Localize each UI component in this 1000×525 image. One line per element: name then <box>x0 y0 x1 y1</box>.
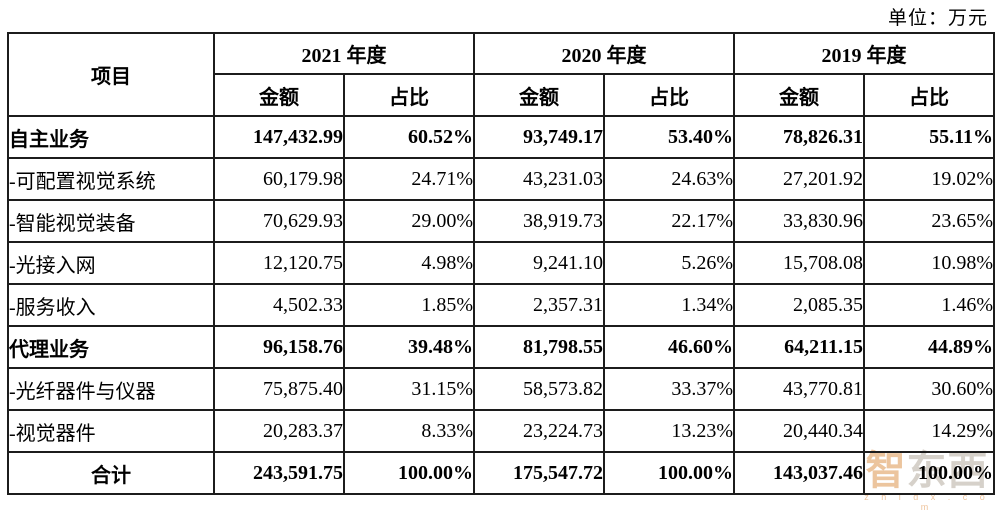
ratio-cell: 4.98% <box>343 241 475 285</box>
amount-cell: 75,875.40 <box>213 367 345 411</box>
ratio-cell: 53.40% <box>603 115 735 159</box>
amount-cell: 2,357.31 <box>473 283 605 327</box>
amount-cell: 38,919.73 <box>473 199 605 243</box>
subheader-amount-2019: 金额 <box>733 73 865 117</box>
ratio-cell: 10.98% <box>863 241 995 285</box>
table-row-smart-vision-equipment: -智能视觉装备 70,629.93 29.00% 38,919.73 22.17… <box>7 199 995 243</box>
amount-cell: 4,502.33 <box>213 283 345 327</box>
ratio-cell: 23.65% <box>863 199 995 243</box>
amount-cell: 20,283.37 <box>213 409 345 453</box>
ratio-cell: 5.26% <box>603 241 735 285</box>
column-header-year-2021: 2021 年度 <box>213 32 475 75</box>
amount-cell: 64,211.15 <box>733 325 865 369</box>
ratio-cell: 8.33% <box>343 409 475 453</box>
table-row-vision-components: -视觉器件 20,283.37 8.33% 23,224.73 13.23% 2… <box>7 409 995 453</box>
table-row-service-revenue: -服务收入 4,502.33 1.85% 2,357.31 1.34% 2,08… <box>7 283 995 327</box>
header-row-subcolumns: 金额 占比 金额 占比 金额 占比 <box>8 73 995 117</box>
amount-cell: 175,547.72 <box>473 451 605 495</box>
subheader-ratio-2020: 占比 <box>603 73 735 117</box>
table-row-configurable-vision-system: -可配置视觉系统 60,179.98 24.71% 43,231.03 24.6… <box>7 157 995 201</box>
amount-cell: 43,770.81 <box>733 367 865 411</box>
amount-cell: 243,591.75 <box>213 451 345 495</box>
header-row-years: 项目 2021 年度 2020 年度 2019 年度 <box>7 32 995 117</box>
watermark-subtext: z h i d x . c o m <box>864 492 990 512</box>
ratio-cell: 22.17% <box>603 199 735 243</box>
ratio-cell: 1.85% <box>343 283 475 327</box>
ratio-cell: 24.63% <box>603 157 735 201</box>
table-row-optical-access-network: -光接入网 12,120.75 4.98% 9,241.10 5.26% 15,… <box>7 241 995 285</box>
ratio-cell: 60.52% <box>343 115 475 159</box>
row-label: -视觉器件 <box>7 409 215 453</box>
amount-cell: 9,241.10 <box>473 241 605 285</box>
column-header-year-2019: 2019 年度 <box>733 32 995 75</box>
ratio-cell: 1.46% <box>863 283 995 327</box>
unit-label: 单位：万元 <box>887 8 988 29</box>
amount-cell: 33,830.96 <box>733 199 865 243</box>
ratio-cell: 13.23% <box>603 409 735 453</box>
ratio-cell: 55.11% <box>863 115 995 159</box>
row-label: -光纤器件与仪器 <box>7 367 215 411</box>
ratio-cell: 31.15% <box>343 367 475 411</box>
table-row-agency-business: 代理业务 96,158.76 39.48% 81,798.55 46.60% 6… <box>7 325 995 369</box>
amount-cell: 20,440.34 <box>733 409 865 453</box>
amount-cell: 43,231.03 <box>473 157 605 201</box>
amount-cell: 12,120.75 <box>213 241 345 285</box>
amount-cell: 78,826.31 <box>733 115 865 159</box>
amount-cell: 143,037.46 <box>733 451 865 495</box>
ratio-cell: 29.00% <box>343 199 475 243</box>
amount-cell: 23,224.73 <box>473 409 605 453</box>
amount-cell: 96,158.76 <box>213 325 345 369</box>
column-header-item: 项目 <box>7 32 215 117</box>
amount-cell: 2,085.35 <box>733 283 865 327</box>
table-row-fiber-devices-instruments: -光纤器件与仪器 75,875.40 31.15% 58,573.82 33.3… <box>7 367 995 411</box>
subheader-amount-2020: 金额 <box>473 73 605 117</box>
subheader-ratio-2019: 占比 <box>863 73 995 117</box>
amount-cell: 70,629.93 <box>213 199 345 243</box>
ratio-cell: 46.60% <box>603 325 735 369</box>
subheader-ratio-2021: 占比 <box>343 73 475 117</box>
row-label: 代理业务 <box>7 325 215 369</box>
row-label: -服务收入 <box>7 283 215 327</box>
revenue-breakdown-table: 项目 2021 年度 2020 年度 2019 年度 金额 占比 金额 占比 金… <box>7 32 995 495</box>
row-label: -智能视觉装备 <box>7 199 215 243</box>
ratio-cell: 100.00% <box>863 451 995 495</box>
ratio-cell: 19.02% <box>863 157 995 201</box>
ratio-cell: 39.48% <box>343 325 475 369</box>
amount-cell: 60,179.98 <box>213 157 345 201</box>
amount-cell: 58,573.82 <box>473 367 605 411</box>
ratio-cell: 100.00% <box>603 451 735 495</box>
ratio-cell: 14.29% <box>863 409 995 453</box>
row-label: 自主业务 <box>7 115 215 159</box>
subheader-amount-2021: 金额 <box>213 73 345 117</box>
ratio-cell: 33.37% <box>603 367 735 411</box>
amount-cell: 27,201.92 <box>733 157 865 201</box>
amount-cell: 147,432.99 <box>213 115 345 159</box>
column-header-year-2020: 2020 年度 <box>473 32 735 75</box>
table-row-total: 合计 243,591.75 100.00% 175,547.72 100.00%… <box>7 451 995 495</box>
amount-cell: 93,749.17 <box>473 115 605 159</box>
amount-cell: 15,708.08 <box>733 241 865 285</box>
ratio-cell: 30.60% <box>863 367 995 411</box>
row-label: -光接入网 <box>7 241 215 285</box>
amount-cell: 81,798.55 <box>473 325 605 369</box>
table-row-self-operated: 自主业务 147,432.99 60.52% 93,749.17 53.40% … <box>7 115 995 159</box>
row-label: 合计 <box>7 451 215 495</box>
ratio-cell: 24.71% <box>343 157 475 201</box>
ratio-cell: 1.34% <box>603 283 735 327</box>
row-label: -可配置视觉系统 <box>7 157 215 201</box>
ratio-cell: 100.00% <box>343 451 475 495</box>
ratio-cell: 44.89% <box>863 325 995 369</box>
